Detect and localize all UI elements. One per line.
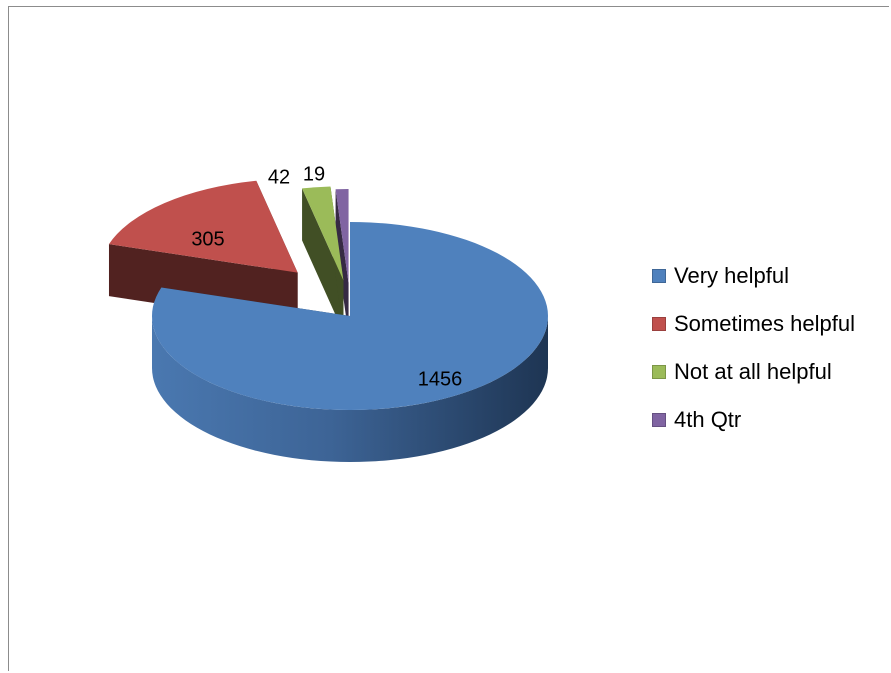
legend-item: 4th Qtr	[652, 396, 855, 444]
chart-frame	[8, 6, 889, 671]
data-label-1: 1456	[418, 368, 463, 390]
data-label-4: 19	[303, 163, 325, 185]
legend-swatch	[652, 365, 666, 379]
legend-swatch	[652, 317, 666, 331]
legend-label: Not at all helpful	[674, 359, 832, 384]
pie-slice-not-at-all-helpful	[302, 186, 344, 333]
legend-swatch	[652, 269, 666, 283]
legend-item: Not at all helpful	[652, 348, 855, 396]
legend-item: Very helpful	[652, 252, 855, 300]
legend-label: Sometimes helpful	[674, 311, 855, 336]
legend-swatch	[652, 413, 666, 427]
legend-label: 4th Qtr	[674, 407, 742, 432]
legend-item: Sometimes helpful	[652, 300, 855, 348]
data-label-2: 305	[191, 228, 224, 250]
data-label-3: 42	[268, 166, 290, 188]
pie-slice-4th-qtr	[335, 189, 349, 336]
legend-label: Very helpful	[674, 263, 789, 288]
pie-slice-very-helpful	[152, 222, 548, 462]
legend: Very helpful Sometimes helpful Not at all …	[652, 252, 855, 444]
